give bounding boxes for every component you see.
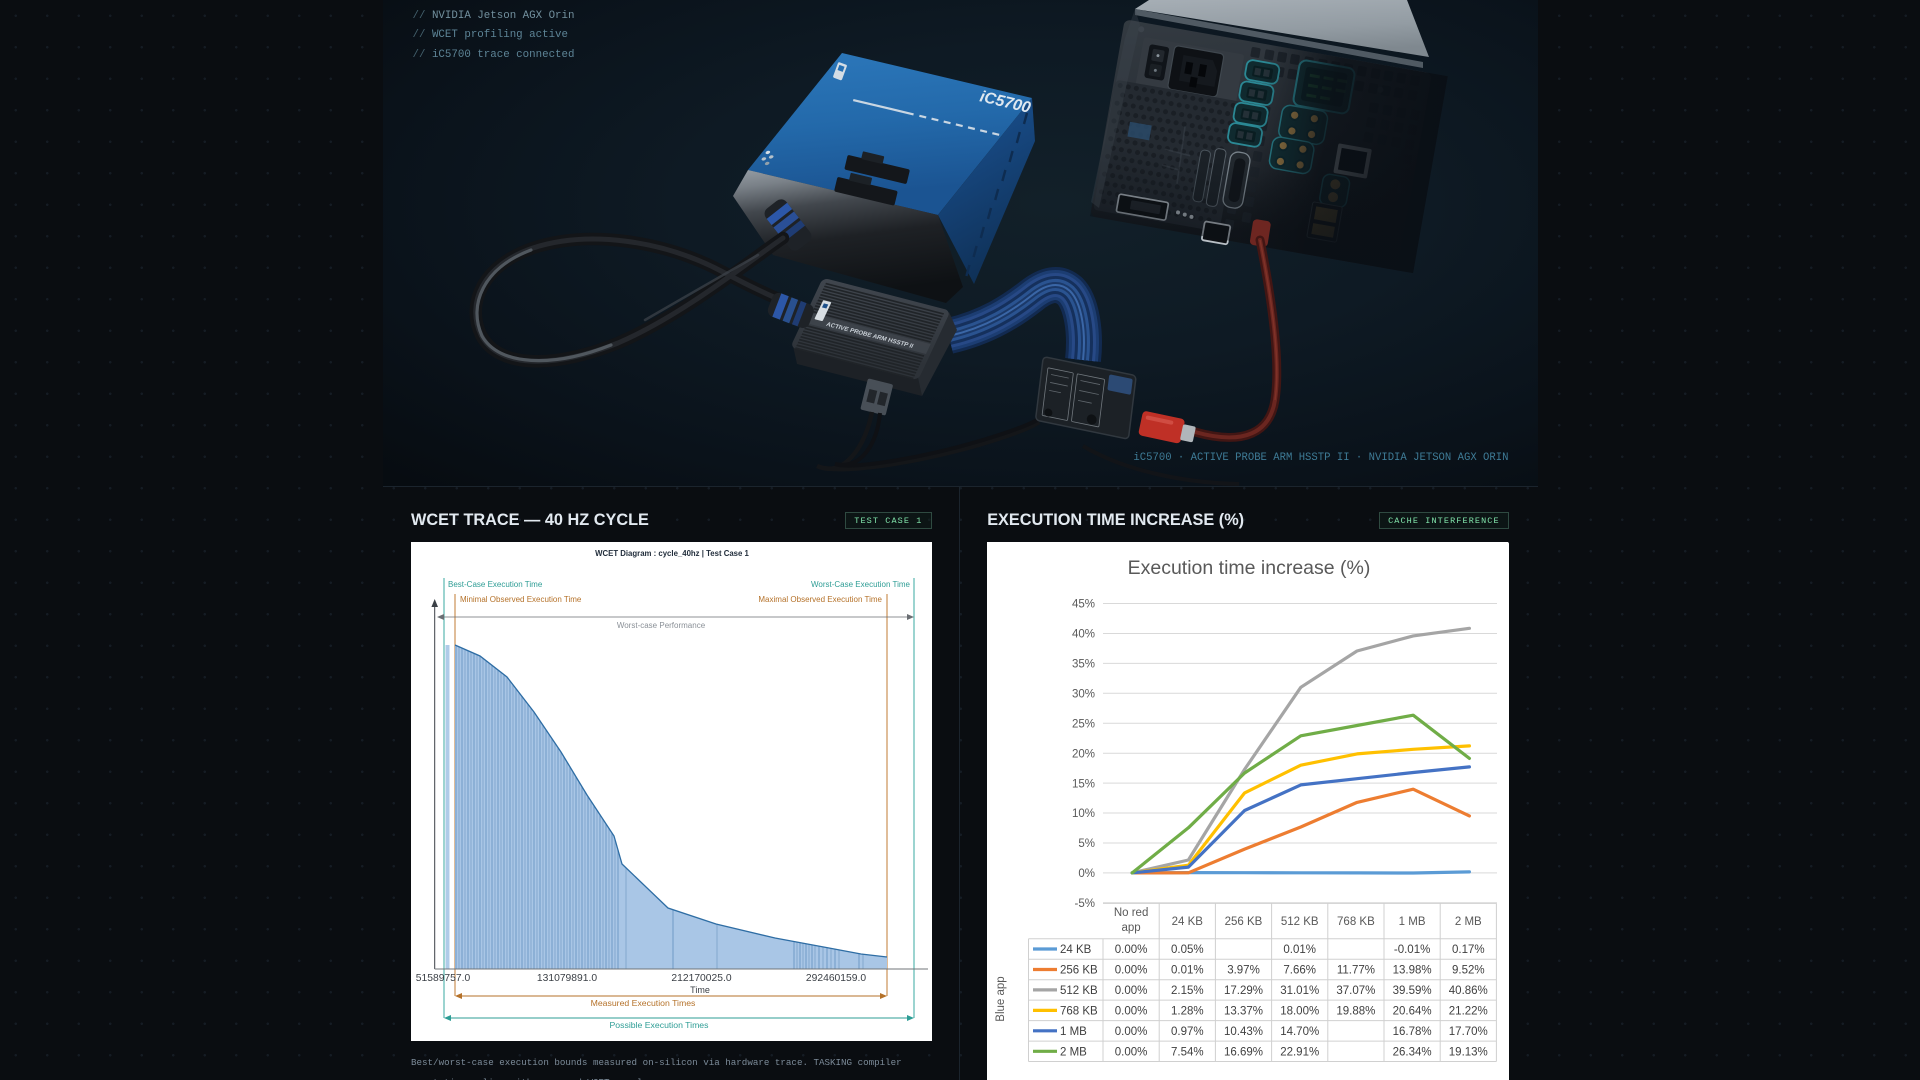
svg-text:16.78%: 16.78%	[1393, 1026, 1432, 1038]
svg-text:14.70%: 14.70%	[1280, 1026, 1319, 1038]
svg-text:0.00%: 0.00%	[1115, 944, 1148, 956]
svg-text:WCET Diagram : cycle_40hz | Te: WCET Diagram : cycle_40hz | Test Case 1	[595, 549, 749, 558]
svg-text:24 KB: 24 KB	[1172, 916, 1204, 928]
svg-text:Execution time increase (%): Execution time increase (%)	[1128, 557, 1371, 579]
svg-text:0.05%: 0.05%	[1171, 944, 1204, 956]
svg-text:37.07%: 37.07%	[1337, 985, 1376, 997]
svg-text:0.00%: 0.00%	[1115, 985, 1148, 997]
svg-text:Measured Execution Times: Measured Execution Times	[591, 998, 696, 1008]
svg-text:768 KB: 768 KB	[1060, 1006, 1098, 1018]
svg-text:7.66%: 7.66%	[1284, 965, 1317, 977]
svg-text:30%: 30%	[1072, 689, 1095, 701]
svg-text:10.43%: 10.43%	[1224, 1026, 1263, 1038]
svg-text:0.01%: 0.01%	[1284, 944, 1317, 956]
svg-text:9.52%: 9.52%	[1452, 965, 1485, 977]
svg-text:1 MB: 1 MB	[1399, 916, 1426, 928]
svg-text:3.97%: 3.97%	[1227, 965, 1260, 977]
svg-text:13.98%: 13.98%	[1393, 965, 1432, 977]
svg-text:7.54%: 7.54%	[1171, 1047, 1204, 1059]
svg-text:39.59%: 39.59%	[1393, 985, 1432, 997]
svg-text:51589757.0: 51589757.0	[416, 973, 471, 984]
svg-text:Possible Execution Times: Possible Execution Times	[610, 1020, 710, 1030]
svg-text:10%: 10%	[1072, 808, 1095, 820]
svg-text:Time: Time	[690, 985, 710, 995]
svg-text:20%: 20%	[1072, 748, 1095, 760]
svg-text:Maximal Observed Execution Tim: Maximal Observed Execution Time	[758, 595, 882, 604]
svg-text:256 KB: 256 KB	[1225, 916, 1263, 928]
svg-text:45%: 45%	[1072, 599, 1095, 611]
svg-text:0.97%: 0.97%	[1171, 1026, 1204, 1038]
svg-text:No red: No red	[1114, 907, 1149, 919]
svg-text:17.70%: 17.70%	[1449, 1026, 1488, 1038]
svg-text:768 KB: 768 KB	[1337, 916, 1375, 928]
svg-text:2 MB: 2 MB	[1060, 1047, 1087, 1059]
svg-text:0.01%: 0.01%	[1171, 965, 1204, 977]
svg-text:-0.01%: -0.01%	[1394, 944, 1430, 956]
svg-text:0%: 0%	[1079, 868, 1096, 880]
svg-text:5%: 5%	[1079, 838, 1096, 850]
svg-text:512 KB: 512 KB	[1060, 985, 1098, 997]
svg-text:1 MB: 1 MB	[1060, 1026, 1087, 1038]
svg-text:35%: 35%	[1072, 659, 1095, 671]
svg-text:24 KB: 24 KB	[1060, 944, 1092, 956]
svg-text:Blue app: Blue app	[995, 976, 1007, 1021]
svg-text:31.01%: 31.01%	[1280, 985, 1319, 997]
svg-text:app: app	[1122, 922, 1141, 934]
svg-text:13.37%: 13.37%	[1224, 1006, 1263, 1018]
svg-text:0.00%: 0.00%	[1115, 1006, 1148, 1018]
svg-text:0.00%: 0.00%	[1115, 1047, 1148, 1059]
svg-text:0.00%: 0.00%	[1115, 1026, 1148, 1038]
svg-text:25%: 25%	[1072, 718, 1095, 730]
svg-text:15%: 15%	[1072, 778, 1095, 790]
svg-text:256 KB: 256 KB	[1060, 965, 1098, 977]
svg-text:26.34%: 26.34%	[1393, 1047, 1432, 1059]
svg-text:40%: 40%	[1072, 629, 1095, 641]
svg-text:-5%: -5%	[1075, 898, 1095, 910]
svg-text:22.91%: 22.91%	[1280, 1047, 1319, 1059]
svg-text:0.17%: 0.17%	[1452, 944, 1485, 956]
svg-text:17.29%: 17.29%	[1224, 985, 1263, 997]
svg-text:19.88%: 19.88%	[1337, 1006, 1376, 1018]
svg-text:20.64%: 20.64%	[1393, 1006, 1432, 1018]
svg-text:Worst-case Performance: Worst-case Performance	[617, 621, 706, 630]
svg-text:2.15%: 2.15%	[1171, 985, 1204, 997]
svg-text:Minimal Observed Execution Tim: Minimal Observed Execution Time	[460, 595, 582, 604]
svg-text:0.00%: 0.00%	[1115, 965, 1148, 977]
svg-text:Best-Case Execution Time: Best-Case Execution Time	[448, 580, 543, 589]
svg-text:131079891.0: 131079891.0	[537, 973, 597, 984]
svg-text:212170025.0: 212170025.0	[671, 973, 731, 984]
svg-text:16.69%: 16.69%	[1224, 1047, 1263, 1059]
svg-text:292460159.0: 292460159.0	[806, 973, 866, 984]
svg-text:11.77%: 11.77%	[1337, 965, 1375, 977]
svg-text:40.86%: 40.86%	[1449, 985, 1488, 997]
svg-text:2 MB: 2 MB	[1455, 916, 1482, 928]
svg-text:19.13%: 19.13%	[1449, 1047, 1488, 1059]
svg-text:21.22%: 21.22%	[1449, 1006, 1488, 1018]
svg-text:512 KB: 512 KB	[1281, 916, 1319, 928]
svg-text:1.28%: 1.28%	[1171, 1006, 1204, 1018]
svg-text:Worst-Case Execution Time: Worst-Case Execution Time	[811, 580, 911, 589]
svg-text:18.00%: 18.00%	[1280, 1006, 1319, 1018]
